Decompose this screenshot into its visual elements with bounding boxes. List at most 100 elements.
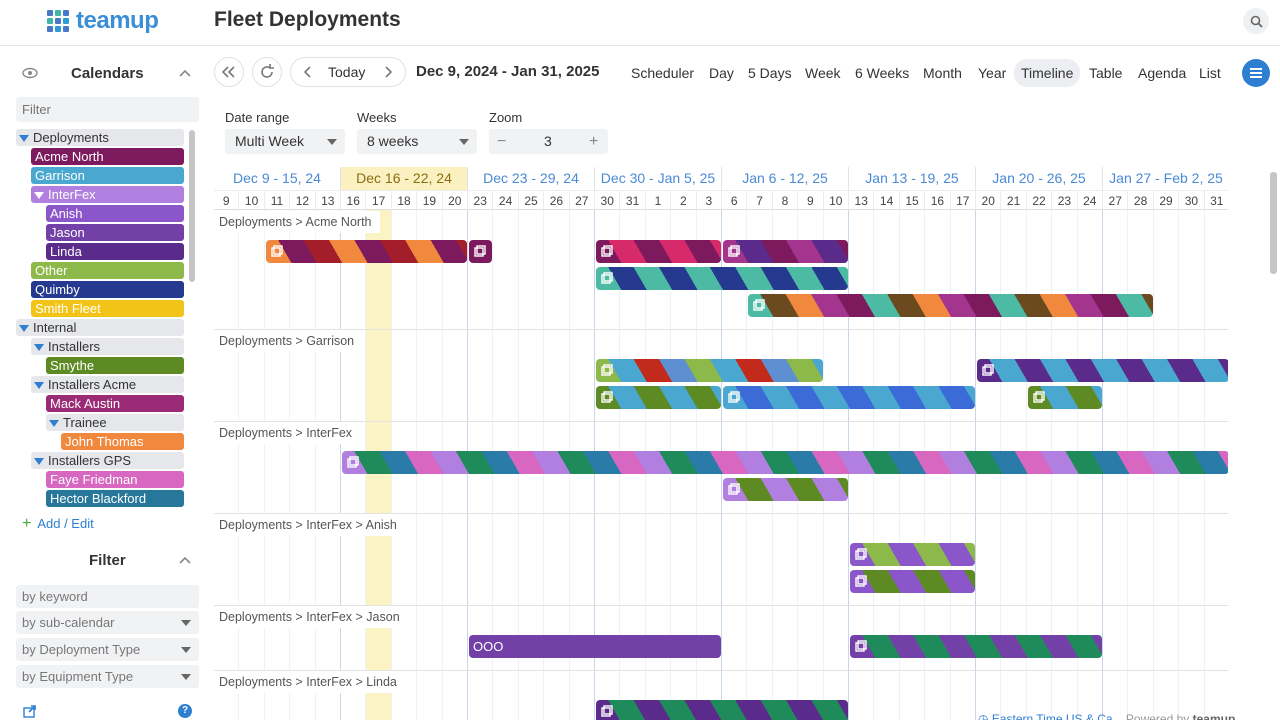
day-header[interactable]: 23 — [1052, 190, 1078, 210]
day-header[interactable]: 1 — [645, 190, 672, 210]
day-header[interactable]: 24 — [1077, 190, 1103, 210]
today-button[interactable]: Today — [328, 64, 366, 80]
chevron-up-icon[interactable] — [178, 66, 192, 80]
tab-5-days[interactable]: 5 Days — [748, 65, 792, 81]
day-header[interactable]: 27 — [569, 190, 595, 210]
calendar-item-garrison[interactable]: Garrison — [31, 167, 184, 184]
day-header[interactable]: 30 — [595, 190, 621, 210]
calendar-item-hector-blackford[interactable]: Hector Blackford — [46, 490, 184, 507]
day-header[interactable]: 10 — [823, 190, 849, 210]
event-bar[interactable]: OOO — [469, 635, 721, 658]
day-header[interactable]: 20 — [442, 190, 468, 210]
tab-table[interactable]: Table — [1089, 65, 1123, 81]
day-header[interactable]: 30 — [1179, 190, 1205, 210]
caret-down-icon[interactable] — [34, 457, 44, 465]
calendar-item-installers-gps[interactable]: Installers GPS — [31, 452, 184, 469]
event-bar[interactable] — [723, 478, 848, 501]
calendar-item-jason[interactable]: Jason — [46, 224, 184, 241]
tab-year[interactable]: Year — [978, 65, 1007, 81]
caret-down-icon[interactable] — [34, 191, 44, 199]
calendar-item-smith-fleet[interactable]: Smith Fleet — [31, 300, 184, 317]
event-bar[interactable] — [723, 240, 848, 263]
day-header[interactable]: 22 — [1026, 190, 1053, 210]
week-header[interactable]: Dec 23 - 29, 24 — [468, 167, 595, 190]
day-header[interactable]: 13 — [849, 190, 875, 210]
calendar-item-anish[interactable]: Anish — [46, 205, 184, 222]
day-header[interactable]: 20 — [976, 190, 1002, 210]
day-header[interactable]: 17 — [950, 190, 976, 210]
day-header[interactable]: 16 — [341, 190, 367, 210]
caret-down-icon[interactable] — [19, 134, 29, 142]
calendar-item-other[interactable]: Other — [31, 262, 184, 279]
calendar-item-interfex[interactable]: InterFex — [31, 186, 184, 203]
timeline-scrollbar[interactable] — [1270, 172, 1277, 274]
footer-brand[interactable]: teamup — [1192, 712, 1236, 720]
tab-list[interactable]: List — [1199, 65, 1221, 81]
calendar-item-faye-friedman[interactable]: Faye Friedman — [46, 471, 184, 488]
keyword-filter-input[interactable]: by keyword — [16, 585, 199, 608]
week-header[interactable]: Dec 30 - Jan 5, 25 — [595, 167, 722, 190]
zoom-plus-button[interactable]: + — [589, 133, 599, 150]
event-bar[interactable] — [596, 240, 721, 263]
tab-week[interactable]: Week — [805, 65, 841, 81]
week-header[interactable]: Jan 13 - 19, 25 — [849, 167, 976, 190]
day-header[interactable]: 7 — [747, 190, 773, 210]
tab-timeline[interactable]: Timeline — [1014, 59, 1081, 87]
calendar-item-installers[interactable]: Installers — [31, 338, 184, 355]
calendar-item-quimby[interactable]: Quimby — [31, 281, 184, 298]
sub-calendar-filter-select[interactable]: by sub-calendar — [16, 611, 199, 634]
day-header[interactable]: 6 — [722, 190, 748, 210]
day-header[interactable]: 12 — [290, 190, 316, 210]
day-header[interactable]: 9 — [214, 190, 240, 210]
tab-day[interactable]: Day — [709, 65, 734, 81]
event-bar[interactable] — [850, 635, 1102, 658]
event-bar[interactable] — [342, 451, 1228, 474]
event-bar[interactable] — [748, 294, 1153, 317]
help-icon[interactable]: ? — [178, 704, 192, 718]
calendar-item-trainee[interactable]: Trainee — [46, 414, 184, 431]
day-header[interactable]: 8 — [772, 190, 799, 210]
tab-6-weeks[interactable]: 6 Weeks — [855, 65, 910, 81]
calendar-list-scrollbar[interactable] — [189, 130, 195, 282]
search-button[interactable] — [1243, 8, 1269, 34]
day-header[interactable]: 16 — [925, 190, 951, 210]
event-bar[interactable] — [1027, 386, 1102, 409]
jump-back-button[interactable] — [214, 57, 244, 87]
week-header[interactable]: Jan 20 - 26, 25 — [976, 167, 1103, 190]
day-header[interactable]: 2 — [671, 190, 697, 210]
event-bar[interactable] — [596, 359, 823, 382]
day-header[interactable]: 3 — [696, 190, 722, 210]
day-header[interactable]: 14 — [874, 190, 900, 210]
tab-month[interactable]: Month — [923, 65, 962, 81]
tab-agenda[interactable]: Agenda — [1138, 65, 1187, 81]
event-bar[interactable] — [469, 240, 493, 263]
day-header[interactable]: 9 — [798, 190, 824, 210]
event-bar[interactable] — [977, 359, 1228, 382]
calendar-item-mack-austin[interactable]: Mack Austin — [46, 395, 184, 412]
day-header[interactable]: 17 — [366, 190, 392, 210]
caret-down-icon[interactable] — [34, 343, 44, 351]
day-header[interactable]: 10 — [239, 190, 265, 210]
main-menu-button[interactable] — [1242, 59, 1270, 87]
day-header[interactable]: 11 — [264, 190, 291, 210]
event-bar[interactable] — [850, 570, 975, 593]
zoom-minus-button[interactable]: − — [497, 133, 507, 150]
event-bar[interactable] — [596, 267, 848, 290]
day-header[interactable]: 21 — [1001, 190, 1027, 210]
week-header[interactable]: Dec 16 - 22, 24 — [341, 167, 468, 190]
week-header[interactable]: Jan 6 - 12, 25 — [722, 167, 849, 190]
date-range-select[interactable]: Multi Week — [225, 129, 345, 154]
day-header[interactable]: 23 — [468, 190, 494, 210]
calendar-item-internal[interactable]: Internal — [16, 319, 184, 336]
day-header[interactable]: 29 — [1153, 190, 1180, 210]
calendar-filter-input[interactable] — [16, 97, 199, 122]
day-header[interactable]: 13 — [315, 190, 341, 210]
day-header[interactable]: 18 — [391, 190, 418, 210]
chevron-right-icon[interactable] — [379, 58, 399, 86]
day-header[interactable]: 27 — [1103, 190, 1129, 210]
refresh-button[interactable] — [252, 57, 282, 87]
add-edit-calendars-link[interactable]: + Add / Edit — [22, 515, 94, 533]
teamup-logo[interactable]: teamup — [47, 7, 159, 34]
calendar-item-smythe[interactable]: Smythe — [46, 357, 184, 374]
caret-down-icon[interactable] — [19, 324, 29, 332]
